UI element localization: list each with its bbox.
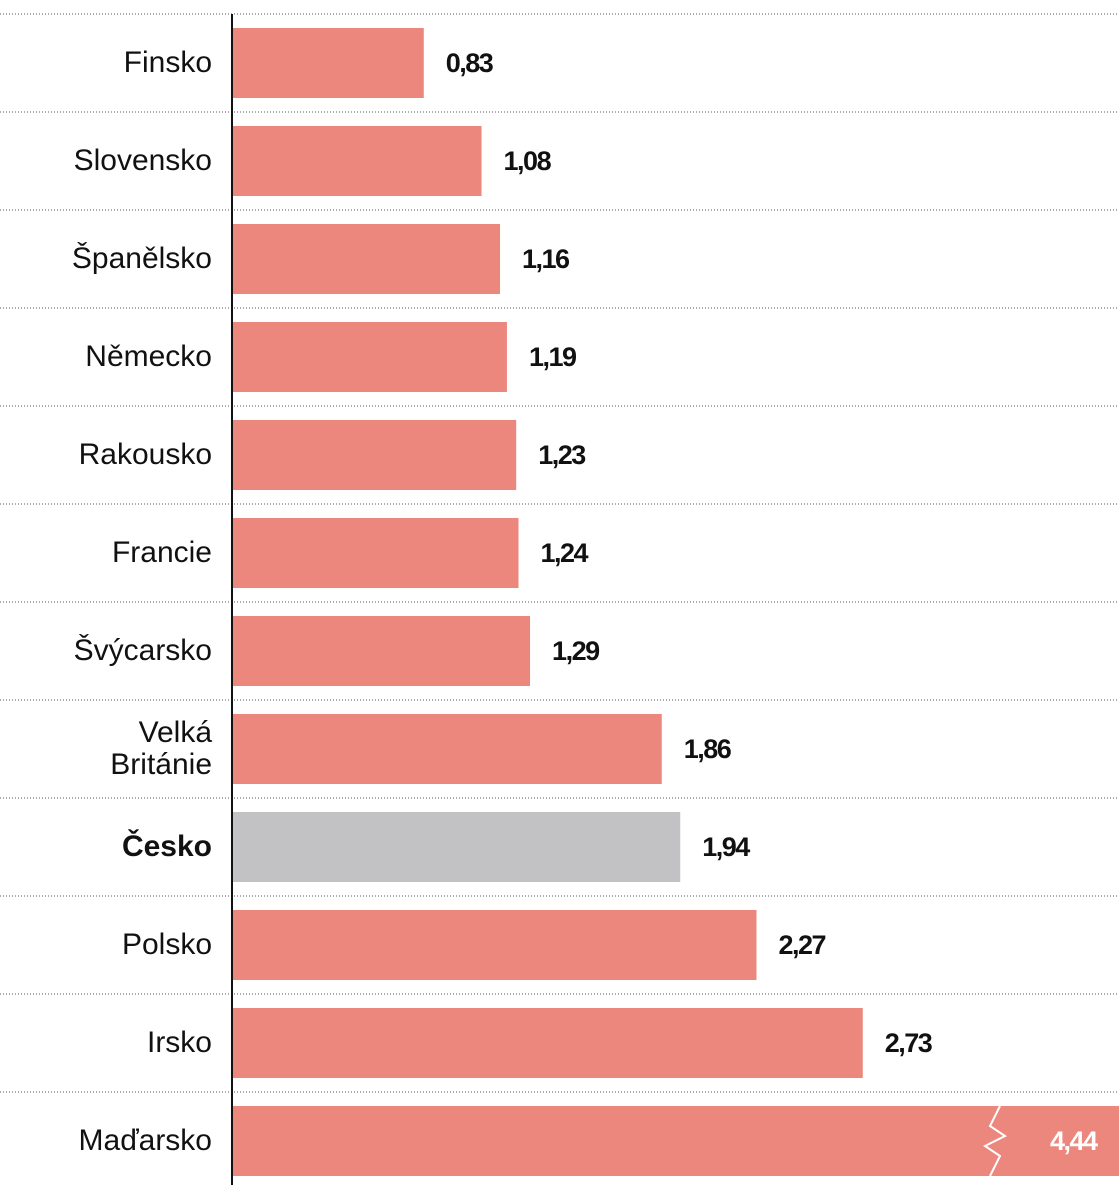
bar — [232, 28, 424, 98]
value-label: 1,29 — [552, 636, 600, 666]
category-label: Polsko — [121, 928, 212, 961]
value-label: 1,23 — [538, 440, 586, 470]
bar — [232, 224, 501, 294]
bar — [232, 1008, 863, 1078]
value-label: 1,24 — [541, 538, 589, 568]
category-label: Slovensko — [73, 144, 212, 177]
value-label: 1,19 — [529, 342, 577, 372]
category-label: Česko — [121, 830, 212, 863]
value-label: 1,16 — [522, 244, 570, 274]
category-label: Finsko — [123, 46, 212, 79]
category-label: Švýcarsko — [73, 634, 212, 667]
category-label: Francie — [111, 536, 212, 569]
bar — [232, 518, 519, 588]
value-label: 2,27 — [778, 930, 825, 960]
bar — [232, 714, 662, 784]
value-label: 2,73 — [885, 1028, 933, 1058]
bar — [232, 910, 757, 980]
bar — [232, 322, 507, 392]
category-label: Rakousko — [78, 438, 212, 471]
value-label: 1,08 — [504, 146, 552, 176]
value-label: 4,44 — [1050, 1126, 1098, 1156]
category-label: Německo — [85, 340, 212, 373]
bar — [232, 1106, 1119, 1176]
category-label: Irsko — [146, 1026, 212, 1059]
bar — [232, 812, 681, 882]
bar — [232, 420, 517, 490]
category-label: Velká Británie — [110, 716, 212, 781]
value-label: 0,83 — [446, 48, 494, 78]
category-label: Maďarsko — [78, 1124, 212, 1157]
bar — [232, 616, 531, 686]
bar — [232, 126, 482, 196]
bars — [232, 28, 1119, 1176]
value-label: 1,94 — [702, 832, 750, 862]
value-label: 1,86 — [684, 734, 732, 764]
axis-break — [983, 1105, 1007, 1177]
category-label: Španělsko — [71, 242, 212, 275]
